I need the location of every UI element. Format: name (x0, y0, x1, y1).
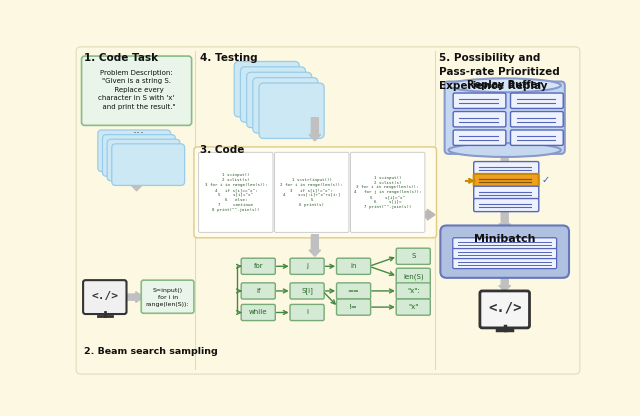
FancyBboxPatch shape (337, 283, 371, 299)
FancyBboxPatch shape (396, 283, 430, 299)
FancyArrow shape (419, 209, 435, 220)
Text: S: S (411, 253, 415, 259)
Text: Problem Description:
"Given is a string S.
  Replace every
character in S with ': Problem Description: "Given is a string … (98, 70, 175, 110)
FancyBboxPatch shape (198, 152, 273, 233)
FancyBboxPatch shape (81, 56, 191, 125)
Text: 2. Beam search sampling: 2. Beam search sampling (84, 347, 218, 356)
Text: if: if (256, 288, 260, 294)
FancyBboxPatch shape (253, 78, 318, 133)
FancyBboxPatch shape (474, 198, 539, 212)
FancyBboxPatch shape (234, 62, 300, 117)
Ellipse shape (449, 143, 561, 157)
Text: ...: ... (132, 123, 144, 136)
FancyArrow shape (125, 292, 143, 302)
Text: i: i (306, 310, 308, 315)
Text: <./>: <./> (488, 301, 522, 315)
Text: 5. Possibility and
Pass-rate Prioritized
Experience Replay: 5. Possibility and Pass-rate Prioritized… (439, 53, 559, 91)
Text: j: j (306, 263, 308, 269)
FancyBboxPatch shape (511, 130, 563, 146)
Text: "x":: "x": (407, 288, 420, 294)
Text: 1 s=input()
2 s=list(s)
3 for i in range(len(s)):
4   for j in range(len(s)):
5 : 1 s=input() 2 s=list(s) 3 for i in range… (354, 176, 421, 209)
FancyBboxPatch shape (337, 299, 371, 315)
FancyBboxPatch shape (290, 305, 324, 321)
FancyBboxPatch shape (452, 258, 557, 269)
FancyBboxPatch shape (453, 111, 506, 127)
FancyBboxPatch shape (107, 139, 180, 181)
FancyBboxPatch shape (83, 280, 127, 314)
FancyBboxPatch shape (474, 161, 539, 175)
FancyBboxPatch shape (290, 258, 324, 275)
Text: Replay Buffer: Replay Buffer (467, 79, 542, 89)
FancyArrow shape (309, 118, 321, 141)
FancyBboxPatch shape (351, 152, 425, 233)
FancyBboxPatch shape (474, 186, 539, 199)
Text: S[i]: S[i] (301, 287, 313, 294)
FancyBboxPatch shape (98, 130, 171, 171)
FancyBboxPatch shape (241, 67, 305, 122)
Text: 3. Code: 3. Code (200, 146, 244, 156)
FancyBboxPatch shape (246, 72, 312, 128)
Text: len(S): len(S) (403, 273, 424, 280)
Text: while: while (249, 310, 268, 315)
FancyArrow shape (131, 171, 142, 191)
FancyBboxPatch shape (453, 130, 506, 146)
FancyBboxPatch shape (76, 47, 580, 374)
Text: "x": "x" (408, 304, 419, 310)
Text: 1. Code Task: 1. Code Task (84, 53, 158, 63)
FancyArrow shape (499, 152, 511, 168)
Text: for: for (253, 263, 263, 269)
Text: !=: != (349, 304, 358, 310)
FancyBboxPatch shape (241, 283, 275, 299)
FancyArrow shape (499, 213, 511, 230)
FancyBboxPatch shape (290, 283, 324, 299)
Text: Minibatch: Minibatch (474, 234, 536, 244)
Text: ==: == (348, 288, 360, 294)
Text: in: in (350, 263, 357, 269)
Text: 1 s=input()
2 s=list(s)
3 for i in range(len(s)):
4   if s[i]=="x":
5     s[i]=": 1 s=input() 2 s=list(s) 3 for i in range… (205, 173, 267, 211)
FancyBboxPatch shape (141, 280, 194, 313)
FancyArrow shape (309, 235, 321, 256)
FancyBboxPatch shape (396, 248, 430, 264)
Ellipse shape (449, 78, 561, 92)
Text: <./>: <./> (92, 290, 118, 300)
FancyArrow shape (499, 274, 511, 292)
FancyBboxPatch shape (474, 174, 539, 187)
Text: ✓: ✓ (542, 175, 550, 185)
FancyBboxPatch shape (511, 93, 563, 109)
FancyBboxPatch shape (102, 135, 175, 176)
FancyBboxPatch shape (259, 83, 324, 139)
FancyBboxPatch shape (194, 147, 436, 238)
FancyBboxPatch shape (440, 225, 569, 278)
FancyBboxPatch shape (337, 258, 371, 275)
Text: 4. Testing: 4. Testing (200, 53, 258, 63)
FancyBboxPatch shape (396, 299, 430, 315)
FancyBboxPatch shape (396, 268, 430, 285)
FancyBboxPatch shape (445, 82, 564, 154)
FancyBboxPatch shape (452, 248, 557, 259)
FancyBboxPatch shape (452, 238, 557, 249)
FancyBboxPatch shape (241, 258, 275, 275)
FancyBboxPatch shape (112, 144, 184, 186)
FancyBboxPatch shape (511, 111, 563, 127)
FancyBboxPatch shape (453, 93, 506, 109)
FancyBboxPatch shape (275, 152, 349, 233)
FancyBboxPatch shape (480, 291, 529, 328)
Text: S=input()
for i in
range(len(S)):: S=input() for i in range(len(S)): (146, 287, 189, 307)
Text: 1 s=str(input())
2 for i in range(len(s)):
3   if s[i]!="x":
4     s=s[:i]+"x"+s: 1 s=str(input()) 2 for i in range(len(s)… (280, 178, 343, 207)
FancyBboxPatch shape (241, 305, 275, 321)
